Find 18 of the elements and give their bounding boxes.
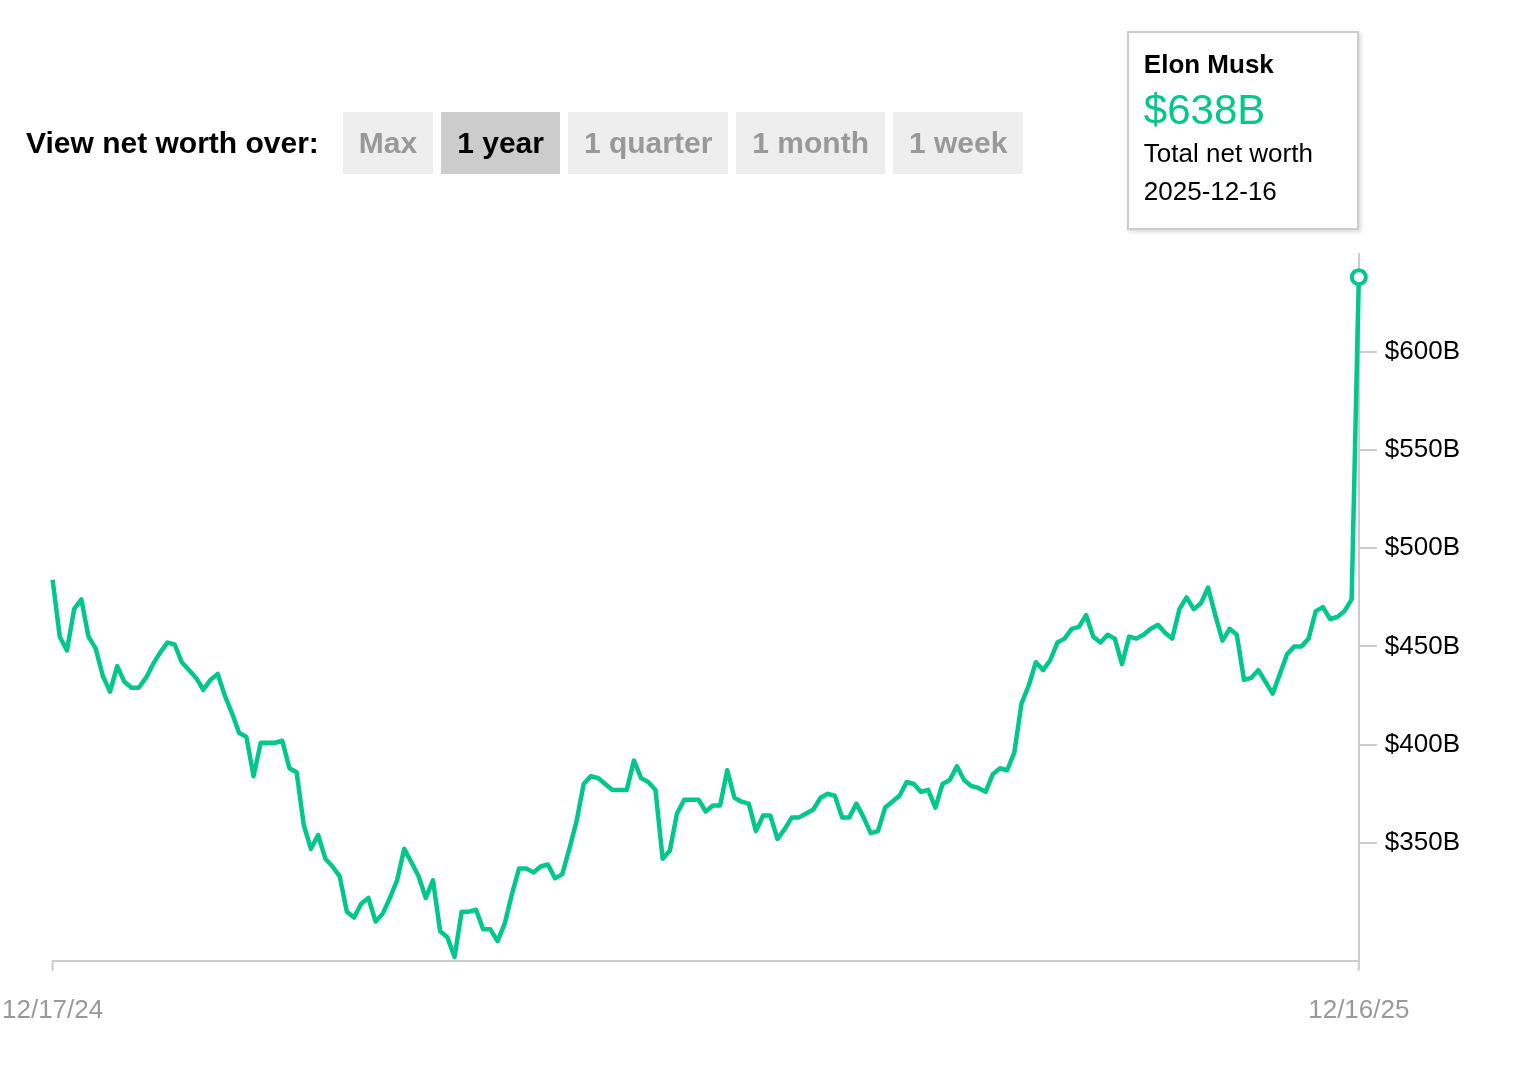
y-tick-label: $550B — [1384, 433, 1461, 464]
text: 1 quarter — [567, 112, 729, 174]
y-tick-label: $600B — [1384, 334, 1461, 365]
y-tick-label: $500B — [1384, 531, 1461, 562]
text: Elon Musk — [1143, 49, 1275, 81]
text: $638B — [1143, 86, 1267, 135]
text: View net worth over: — [26, 126, 319, 160]
y-tick-label: $350B — [1384, 826, 1461, 857]
y-tick-label: $400B — [1384, 727, 1461, 758]
text: Total net worth — [1143, 137, 1314, 171]
text: 1 week — [893, 112, 1024, 174]
text: 2025-12-16 — [1143, 175, 1278, 209]
text: 1 year — [441, 112, 560, 174]
text: 1 month — [736, 112, 886, 174]
x-tick-label: 12/17/24 — [1, 993, 104, 1024]
text: Max — [342, 112, 434, 174]
x-tick-label: 12/16/25 — [1308, 993, 1410, 1024]
y-tick-label: $450B — [1384, 629, 1461, 660]
